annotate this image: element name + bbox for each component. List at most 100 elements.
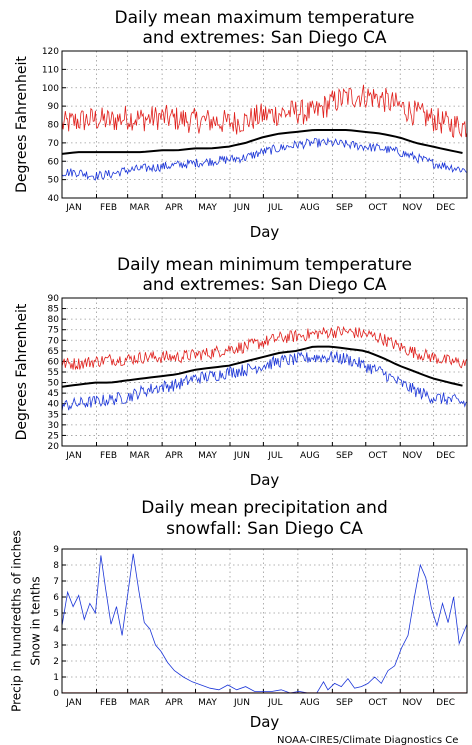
x-tick-label: MAR — [130, 451, 150, 461]
y-tick-label: 9 — [53, 545, 59, 555]
plot-frame — [61, 50, 468, 199]
y-tick-label: 55 — [48, 368, 59, 378]
y-tick-label: 75 — [48, 326, 59, 336]
y-tick-label: 50 — [48, 176, 60, 186]
y-tick-label: 80 — [48, 121, 60, 131]
y-tick-label: 70 — [48, 336, 60, 346]
x-tick-label: SEP — [336, 698, 353, 708]
x-axis-label: Day — [250, 471, 280, 489]
x-tick-label: NOV — [402, 203, 423, 213]
x-tick-label: FEB — [100, 698, 117, 708]
x-tick-label: JUL — [267, 203, 282, 213]
plot-frame — [61, 548, 468, 694]
y-tick-label: 90 — [48, 294, 60, 304]
x-tick-label: JUN — [233, 203, 250, 213]
chart-title-line: Daily mean minimum temperature — [117, 255, 412, 275]
y-tick-label: 100 — [42, 84, 59, 94]
y-tick-label: 6 — [53, 593, 59, 603]
series-line-mean — [62, 345, 463, 388]
y-tick-label: 65 — [48, 347, 59, 357]
y-axis-label: Degrees Fahrenheit — [14, 56, 30, 193]
y-tick-label: 20 — [48, 442, 60, 452]
footer-credit: NOAA-CIRES/Climate Diagnostics Ce — [277, 735, 458, 745]
x-tick-label: JAN — [65, 203, 81, 213]
y-tick-label: 60 — [48, 157, 60, 167]
chart-title-line: Daily mean maximum temperature — [115, 8, 415, 28]
grid — [62, 298, 467, 446]
x-tick-label: JAN — [65, 451, 81, 461]
x-tick-label: OCT — [368, 698, 387, 708]
plot-frame — [61, 297, 468, 447]
chart-title-line: and extremes: San Diego CA — [142, 275, 386, 295]
chart-title-line: snowfall: San Diego CA — [166, 519, 363, 539]
y-tick-label: 60 — [48, 357, 60, 367]
series-line-high_extreme — [62, 325, 467, 371]
x-tick-label: DEC — [436, 203, 455, 213]
chart-title-line: Daily mean precipitation and — [141, 498, 388, 518]
y-tick-label: 2 — [53, 657, 59, 667]
y-axis-label: Precip in hundredths of inches — [10, 530, 24, 712]
x-tick-label: APR — [165, 451, 183, 461]
x-axis-label: Day — [250, 223, 280, 241]
x-tick-label: JUL — [267, 698, 282, 708]
y-tick-label: 120 — [42, 47, 59, 57]
y-tick-label: 5 — [53, 609, 59, 619]
y-axis-label: Snow in tenths — [29, 576, 43, 665]
series-line-precipitation — [62, 553, 467, 693]
y-tick-label: 35 — [48, 410, 59, 420]
x-tick-label: MAY — [198, 203, 217, 213]
y-tick-label: 80 — [48, 315, 60, 325]
series-group — [62, 553, 467, 693]
x-tick-label: MAY — [198, 451, 217, 461]
x-tick-label: NOV — [402, 698, 423, 708]
y-tick-label: 1 — [53, 673, 59, 683]
y-tick-label: 90 — [48, 102, 60, 112]
y-tick-label: 110 — [42, 65, 59, 75]
series-line-high_extreme — [62, 84, 467, 139]
series-group — [62, 325, 467, 412]
y-tick-label: 0 — [53, 689, 59, 699]
x-tick-label: AUG — [300, 203, 320, 213]
series-line-low_extreme — [62, 351, 467, 412]
x-tick-label: MAY — [198, 698, 217, 708]
x-tick-label: SEP — [336, 203, 353, 213]
x-tick-label: OCT — [368, 203, 387, 213]
x-tick-label: JAN — [65, 698, 81, 708]
y-tick-label: 50 — [48, 379, 60, 389]
grid — [62, 51, 467, 198]
y-tick-label: 30 — [48, 421, 60, 431]
y-tick-label: 7 — [53, 577, 59, 587]
y-tick-label: 8 — [53, 561, 59, 571]
y-tick-label: 70 — [48, 139, 60, 149]
x-tick-label: DEC — [436, 698, 455, 708]
x-tick-label: FEB — [100, 451, 117, 461]
x-tick-label: JUN — [233, 698, 250, 708]
series-group — [62, 84, 467, 181]
chart-title-line: and extremes: San Diego CA — [142, 28, 386, 48]
grid — [62, 549, 467, 693]
x-tick-label: MAR — [130, 203, 150, 213]
series-line-low_extreme — [62, 137, 467, 181]
y-tick-label: 40 — [48, 400, 60, 410]
x-tick-label: FEB — [100, 203, 117, 213]
x-axis-label: Day — [250, 713, 280, 731]
x-tick-label: DEC — [436, 451, 455, 461]
x-tick-label: OCT — [368, 451, 387, 461]
y-tick-label: 40 — [48, 194, 60, 204]
x-tick-label: APR — [165, 698, 183, 708]
y-tick-label: 45 — [48, 389, 59, 399]
x-tick-label: JUL — [267, 451, 282, 461]
y-tick-label: 25 — [48, 431, 59, 441]
x-tick-label: MAR — [130, 698, 150, 708]
x-tick-label: AUG — [300, 698, 320, 708]
y-axis-label: Degrees Fahrenheit — [14, 303, 30, 440]
y-tick-label: 85 — [48, 305, 59, 315]
y-tick-label: 4 — [53, 625, 59, 635]
x-tick-label: APR — [165, 203, 183, 213]
x-tick-label: AUG — [300, 451, 320, 461]
x-tick-label: NOV — [402, 451, 423, 461]
